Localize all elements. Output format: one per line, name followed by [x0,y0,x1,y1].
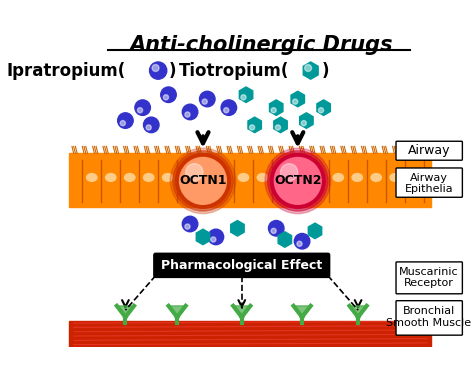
Circle shape [301,120,306,126]
Circle shape [268,220,284,236]
Ellipse shape [295,173,306,181]
Ellipse shape [106,173,116,181]
Polygon shape [291,91,304,107]
Ellipse shape [219,173,230,181]
Polygon shape [274,117,287,133]
Circle shape [224,108,229,113]
Circle shape [144,117,159,133]
Text: ): ) [168,62,176,79]
Text: ): ) [322,62,329,79]
Circle shape [211,237,216,242]
Circle shape [186,164,203,181]
FancyBboxPatch shape [396,168,462,197]
Circle shape [281,164,298,181]
Circle shape [164,95,168,100]
Circle shape [149,62,167,79]
Polygon shape [196,229,210,245]
Ellipse shape [125,173,135,181]
Text: Airway
Epithelia: Airway Epithelia [404,173,453,194]
Ellipse shape [371,173,382,181]
FancyBboxPatch shape [396,141,462,160]
Ellipse shape [182,173,192,181]
Circle shape [182,216,198,232]
Circle shape [241,95,246,100]
Ellipse shape [257,173,268,181]
Circle shape [202,99,207,104]
Polygon shape [308,223,322,239]
Circle shape [271,108,276,113]
Circle shape [297,241,302,247]
Circle shape [200,91,215,107]
Ellipse shape [238,173,249,181]
Polygon shape [303,62,318,79]
Ellipse shape [314,173,325,181]
Polygon shape [278,232,292,247]
Circle shape [292,99,298,104]
Circle shape [319,108,324,113]
Circle shape [271,228,276,233]
Circle shape [173,151,233,211]
Circle shape [152,65,159,72]
Circle shape [185,112,190,117]
Text: Muscarinic
Receptor: Muscarinic Receptor [399,267,458,288]
Polygon shape [317,100,330,115]
Circle shape [294,233,310,249]
Circle shape [182,104,198,120]
Polygon shape [233,306,250,317]
Text: Tiotropium(: Tiotropium( [179,62,289,79]
Polygon shape [231,220,244,236]
Bar [69,153,431,207]
FancyBboxPatch shape [396,262,462,294]
Ellipse shape [390,173,401,181]
Circle shape [272,155,324,207]
Circle shape [208,229,224,245]
Circle shape [177,155,229,207]
Ellipse shape [428,173,438,181]
Circle shape [161,87,176,103]
FancyBboxPatch shape [396,301,462,335]
Circle shape [268,151,328,211]
Circle shape [135,100,150,115]
Polygon shape [248,117,261,133]
Bar [69,320,431,347]
Circle shape [249,125,255,130]
Circle shape [118,113,133,128]
Text: Ipratropium(: Ipratropium( [6,62,126,79]
Circle shape [146,125,151,130]
Ellipse shape [144,173,154,181]
Circle shape [170,148,236,214]
Ellipse shape [201,173,211,181]
Polygon shape [300,113,313,128]
Circle shape [265,148,330,214]
Ellipse shape [87,173,97,181]
Circle shape [137,108,143,113]
FancyBboxPatch shape [154,253,329,278]
Text: Pharmacological Effect: Pharmacological Effect [161,259,322,272]
Polygon shape [117,306,134,317]
Circle shape [275,125,281,130]
Polygon shape [168,306,186,317]
Ellipse shape [409,173,419,181]
Circle shape [305,65,311,72]
Polygon shape [270,100,283,115]
Polygon shape [293,306,310,317]
Text: OCTN1: OCTN1 [179,175,227,187]
Text: Airway: Airway [408,144,450,157]
Ellipse shape [352,173,363,181]
Polygon shape [239,87,253,103]
Polygon shape [349,306,367,317]
Circle shape [175,153,230,209]
Circle shape [270,153,325,209]
Circle shape [120,120,126,126]
Ellipse shape [276,173,287,181]
Circle shape [185,224,190,229]
Ellipse shape [163,173,173,181]
Ellipse shape [333,173,344,181]
Text: Anti-cholinergic Drugs: Anti-cholinergic Drugs [129,35,392,55]
Circle shape [221,100,237,115]
Text: OCTN2: OCTN2 [274,175,321,187]
Text: Bronchial
Smooth Muscle: Bronchial Smooth Muscle [386,306,471,328]
